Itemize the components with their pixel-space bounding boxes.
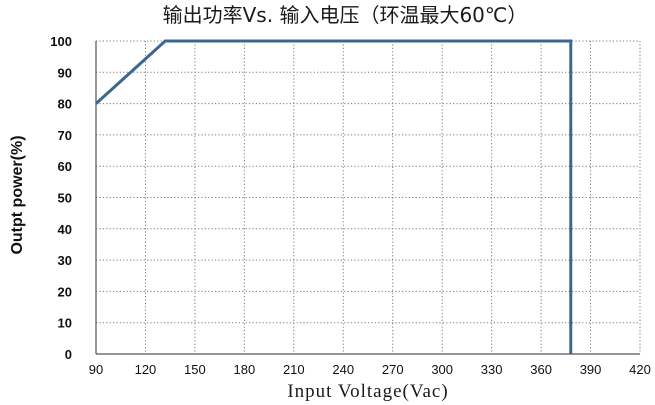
x-tick-label-90: 90	[89, 362, 103, 377]
y-tick-label-100: 100	[50, 34, 72, 49]
x-tick-label-240: 240	[332, 362, 354, 377]
y-tick-label-60: 60	[58, 159, 72, 174]
chart-title: 输出功率Vs. 输入电压（环温最大60℃）	[163, 3, 528, 27]
y-tick-label-20: 20	[58, 284, 72, 299]
x-axis-label: Input Voltage(Vac)	[287, 381, 448, 402]
y-tick-label-80: 80	[58, 97, 72, 112]
series-group	[94, 39, 573, 354]
grid	[96, 40, 641, 354]
x-tick-label-210: 210	[283, 362, 305, 377]
y-tick-label-40: 40	[58, 222, 72, 237]
x-tick-label-150: 150	[184, 362, 206, 377]
x-tick-label-360: 360	[530, 362, 552, 377]
x-tick-label-390: 390	[580, 362, 602, 377]
y-tick-label-10: 10	[58, 316, 72, 331]
x-tick-label-420: 420	[629, 362, 651, 377]
x-tick-label-300: 300	[431, 362, 453, 377]
y-tick-label-90: 90	[58, 65, 72, 80]
x-tick-label-120: 120	[135, 362, 157, 377]
x-tick-labels: 90 120 150 180 210 240 270 300 330 360 390 420	[89, 362, 651, 377]
series-line-0	[94, 39, 573, 354]
x-tick-label-270: 270	[382, 362, 404, 377]
x-tick-label-180: 180	[234, 362, 256, 377]
y-tick-label-30: 30	[58, 253, 72, 268]
y-axis-label: Outpt power(%)	[9, 135, 26, 254]
y-tick-label-70: 70	[58, 128, 72, 143]
x-tick-label-330: 330	[481, 362, 503, 377]
y-tick-label-50: 50	[58, 191, 72, 206]
axes	[95, 41, 640, 355]
y-tick-label-0: 0	[65, 347, 72, 362]
y-tick-labels: 0 10 20 30 40 50 60 70 80 90 100	[50, 34, 72, 362]
